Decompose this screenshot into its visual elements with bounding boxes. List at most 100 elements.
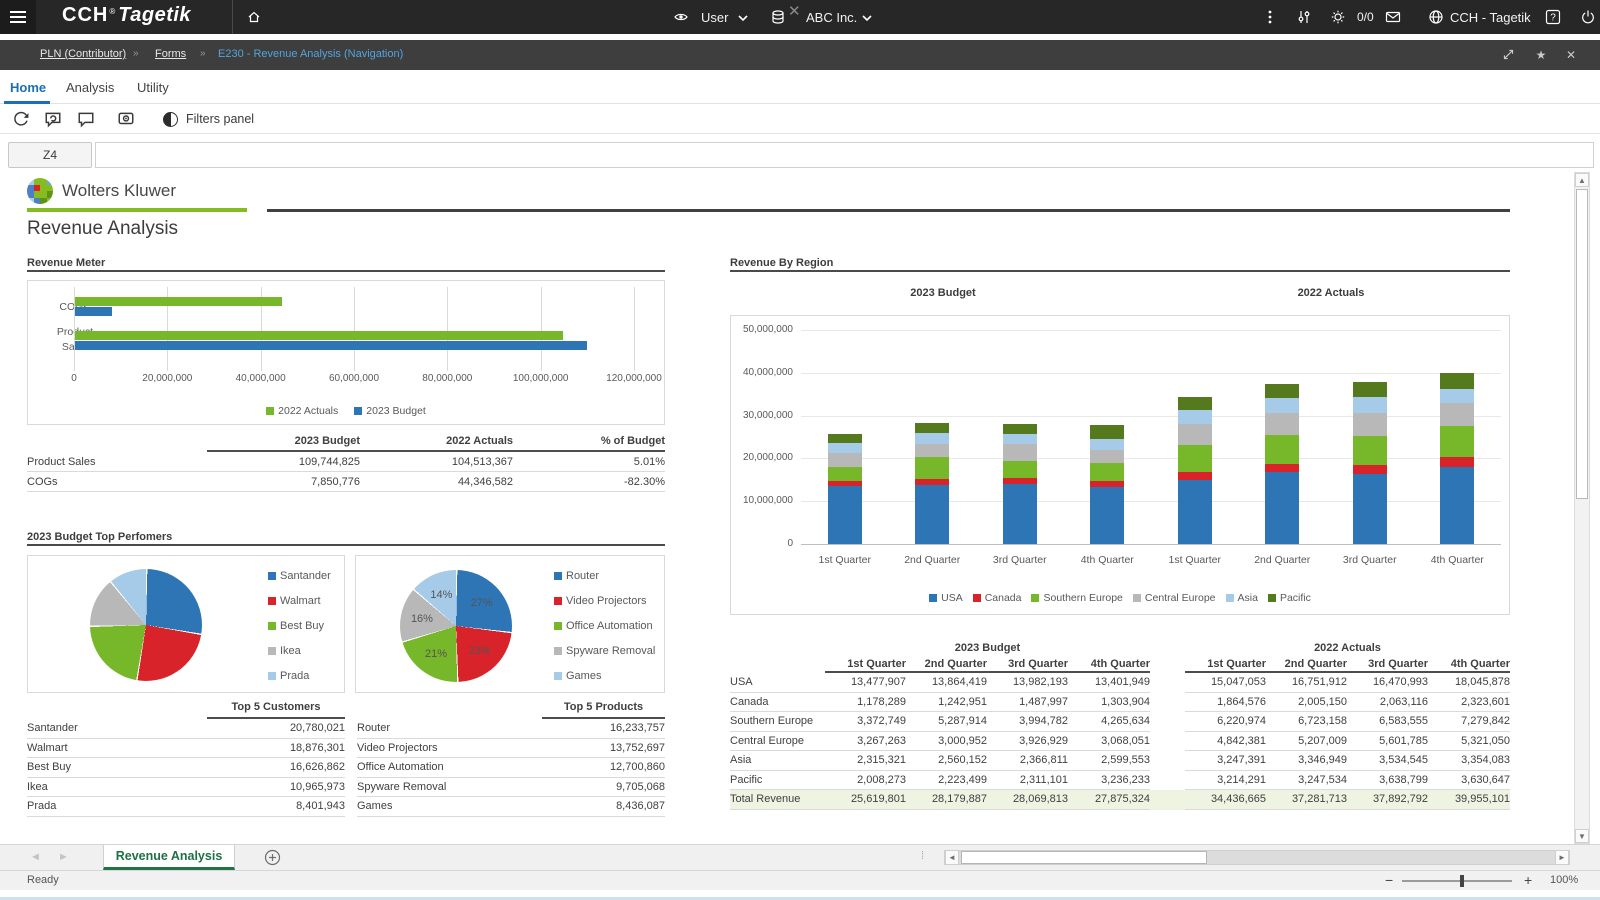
help-icon[interactable]: ? <box>1545 9 1561 25</box>
tab-analysis[interactable]: Analysis <box>66 80 115 95</box>
table-cell[interactable]: -82.30% <box>513 472 665 492</box>
table-cell[interactable]: 4,842,381 <box>1185 732 1266 751</box>
table-cell[interactable]: 13,401,949 <box>1068 673 1150 693</box>
table-cell[interactable]: 4,265,634 <box>1068 712 1150 732</box>
comment-refresh-icon[interactable] <box>44 110 62 128</box>
favorite-star-icon[interactable]: ★ <box>1535 48 1547 62</box>
table-cell[interactable]: 7,279,842 <box>1428 712 1510 732</box>
table-cell[interactable]: 104,513,367 <box>360 452 513 472</box>
table-cell[interactable]: 27,875,324 <box>1068 790 1150 810</box>
table-cell[interactable]: 3,214,291 <box>1185 771 1266 790</box>
table-cell[interactable]: Video Projectors <box>357 739 542 758</box>
table-cell[interactable]: 20,780,021 <box>207 719 345 739</box>
table-cell[interactable]: 37,892,792 <box>1347 790 1428 810</box>
table-cell[interactable]: 1,487,997 <box>987 693 1068 712</box>
table-cell[interactable]: Total Revenue <box>730 790 825 810</box>
table-cell[interactable]: 1,178,289 <box>825 693 906 712</box>
table-cell[interactable]: 3,247,391 <box>1185 751 1266 771</box>
prev-sheet-icon[interactable]: ◄ <box>30 851 41 863</box>
table-cell[interactable]: 2,311,101 <box>987 771 1068 790</box>
user-menu-label[interactable]: User <box>701 10 729 25</box>
table-cell[interactable]: 3,372,749 <box>825 712 906 732</box>
table-cell[interactable]: 13,477,907 <box>825 673 906 693</box>
vertical-scrollbar-thumb[interactable] <box>1576 189 1588 499</box>
table-cell[interactable]: 5,321,050 <box>1428 732 1510 751</box>
table-cell[interactable]: 12,700,860 <box>542 758 665 778</box>
table-cell[interactable]: Best Buy <box>27 758 207 778</box>
table-cell[interactable]: Central Europe <box>730 732 825 751</box>
table-cell[interactable]: 44,346,582 <box>360 472 513 492</box>
table-cell[interactable]: 5,287,914 <box>906 712 987 732</box>
table-cell[interactable]: 34,436,665 <box>1185 790 1266 810</box>
table-cell[interactable]: 16,751,912 <box>1266 673 1347 693</box>
table-cell[interactable]: 5,601,785 <box>1347 732 1428 751</box>
sheet-tab-revenue-analysis[interactable]: Revenue Analysis <box>103 845 235 870</box>
table-cell[interactable]: Router <box>357 719 542 739</box>
table-cell[interactable]: 3,994,782 <box>987 712 1068 732</box>
breadcrumb-link-forms[interactable]: Forms <box>155 48 187 60</box>
table-cell[interactable]: 8,436,087 <box>542 797 665 817</box>
table-cell[interactable]: 39,955,101 <box>1428 790 1510 810</box>
table-cell[interactable]: Ikea <box>27 778 207 797</box>
breadcrumb-link-pln[interactable]: PLN (Contributor) <box>40 48 127 60</box>
table-cell[interactable]: 15,047,053 <box>1185 673 1266 693</box>
table-cell[interactable]: 3,630,647 <box>1428 771 1510 790</box>
table-cell[interactable]: 6,583,555 <box>1347 712 1428 732</box>
table-cell[interactable]: 7,850,776 <box>207 472 360 492</box>
table-cell[interactable]: 2,315,321 <box>825 751 906 771</box>
table-cell[interactable]: 2,063,116 <box>1347 693 1428 712</box>
table-cell[interactable]: 13,752,697 <box>542 739 665 758</box>
table-cell[interactable]: 25,619,801 <box>825 790 906 810</box>
zoom-in-icon[interactable]: + <box>1524 872 1533 888</box>
table-cell[interactable]: 3,926,929 <box>987 732 1068 751</box>
table-cell[interactable]: 2,223,499 <box>906 771 987 790</box>
table-cell[interactable]: Santander <box>27 719 207 739</box>
table-cell[interactable]: 37,281,713 <box>1266 790 1347 810</box>
table-cell[interactable]: 3,068,051 <box>1068 732 1150 751</box>
table-cell[interactable]: 3,534,545 <box>1347 751 1428 771</box>
formula-bar-input[interactable] <box>95 142 1594 168</box>
envelope-icon[interactable] <box>1385 9 1401 25</box>
tools-sliders-icon[interactable] <box>1296 9 1312 25</box>
zoom-out-icon[interactable]: − <box>1385 872 1394 888</box>
table-cell[interactable]: 2,560,152 <box>906 751 987 771</box>
table-cell[interactable]: 28,179,887 <box>906 790 987 810</box>
tab-utility[interactable]: Utility <box>137 80 169 95</box>
table-cell[interactable]: 3,346,949 <box>1266 751 1347 771</box>
table-cell[interactable]: 18,045,878 <box>1428 673 1510 693</box>
table-cell[interactable]: 2,005,150 <box>1266 693 1347 712</box>
table-cell[interactable]: 3,354,083 <box>1428 751 1510 771</box>
globe-icon[interactable] <box>1428 9 1444 25</box>
tab-home[interactable]: Home <box>10 80 47 95</box>
table-cell[interactable]: 9,705,068 <box>542 778 665 797</box>
table-cell[interactable]: 5,207,009 <box>1266 732 1347 751</box>
zoom-slider-thumb[interactable] <box>1460 875 1464 887</box>
table-cell[interactable]: 2,008,273 <box>825 771 906 790</box>
scroll-right-icon[interactable]: ► <box>1555 851 1569 864</box>
eye-icon[interactable] <box>673 9 689 25</box>
zoom-slider[interactable] <box>1402 875 1512 887</box>
table-cell[interactable]: Canada <box>730 693 825 712</box>
table-cell[interactable]: 1,242,951 <box>906 693 987 712</box>
home-icon[interactable] <box>246 9 262 25</box>
table-cell[interactable]: 16,470,993 <box>1347 673 1428 693</box>
table-cell[interactable]: 1,303,904 <box>1068 693 1150 712</box>
table-cell[interactable]: USA <box>730 673 825 693</box>
table-cell[interactable]: 13,982,193 <box>987 673 1068 693</box>
chevron-down-icon[interactable] <box>862 15 872 22</box>
monitor-icon[interactable] <box>117 110 135 128</box>
table-cell[interactable]: 1,864,576 <box>1185 693 1266 712</box>
cell-reference-box[interactable]: Z4 <box>8 142 92 168</box>
refresh-icon[interactable] <box>12 110 30 128</box>
table-cell[interactable]: 2,323,601 <box>1428 693 1510 712</box>
table-cell[interactable]: Spyware Removal <box>357 778 542 797</box>
table-cell[interactable]: 2,366,811 <box>987 751 1068 771</box>
table-cell[interactable]: 8,401,943 <box>207 797 345 817</box>
settings-gear-icon[interactable] <box>1330 9 1346 25</box>
table-cell[interactable]: Prada <box>27 797 207 817</box>
table-cell[interactable]: 3,247,534 <box>1266 771 1347 790</box>
table-cell[interactable]: Product Sales <box>27 452 207 472</box>
table-cell[interactable]: 16,233,757 <box>542 719 665 739</box>
scroll-up-icon[interactable]: ▲ <box>1575 173 1589 187</box>
power-icon[interactable] <box>1580 9 1596 25</box>
